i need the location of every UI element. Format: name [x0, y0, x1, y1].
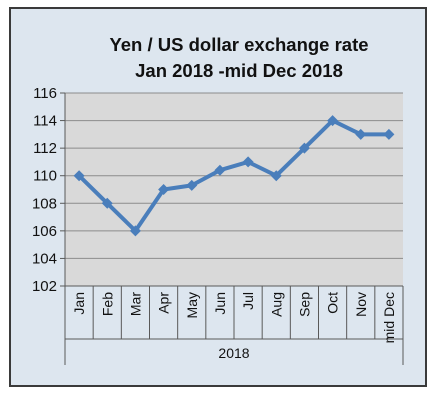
y-tick-label-110: 110 — [33, 168, 57, 185]
data-point-1 — [101, 197, 113, 209]
y-tick-label-104: 104 — [32, 250, 57, 267]
series-line-0 — [77, 118, 391, 233]
data-point-11 — [383, 128, 395, 140]
data-point-3 — [158, 184, 170, 195]
x-tick-label-4: May — [184, 292, 200, 318]
plot-background — [65, 93, 403, 286]
data-point-4 — [186, 179, 198, 191]
data-point-10 — [355, 128, 367, 140]
data-point-8 — [298, 142, 310, 154]
category-group-label: 2018 — [218, 345, 249, 361]
data-point-5 — [214, 164, 226, 176]
x-tick-label-2: Mar — [127, 292, 143, 316]
y-tick-label-102: 102 — [32, 278, 57, 295]
chart-title-line-1: Yen / US dollar exchange rate — [109, 34, 368, 55]
x-tick-label-3: Apr — [156, 292, 172, 314]
y-tick-label-112: 112 — [33, 140, 57, 157]
chart-title-line-2: Jan 2018 -mid Dec 2018 — [135, 60, 343, 81]
data-point-6 — [242, 156, 254, 168]
x-tick-label-5: Jun — [212, 292, 228, 315]
line-chart: Yen / US dollar exchange rate Jan 2018 -… — [32, 34, 404, 365]
x-tick-label-9: Oct — [325, 292, 341, 314]
x-tick-label-7: Aug — [268, 292, 284, 317]
data-point-7 — [270, 170, 282, 182]
x-tick-label-8: Sep — [296, 292, 312, 317]
y-tick-label-116: 116 — [33, 85, 57, 102]
x-tick-label-11: mid Dec — [381, 292, 397, 343]
plot-area: 102 104 106 108 110 112 114 116 Jan Feb Mar Apr May J… — [32, 85, 404, 365]
data-point-9 — [327, 115, 339, 127]
x-tick-label-0: Jan — [71, 292, 87, 315]
y-tick-label-106: 106 — [32, 223, 57, 240]
y-tick-label-114: 114 — [33, 113, 57, 130]
x-tick-label-6: Jul — [240, 292, 256, 310]
data-point-0 — [73, 170, 85, 182]
x-tick-label-10: Nov — [353, 292, 369, 317]
x-tick-label-1: Feb — [99, 292, 115, 316]
chart-frame: Yen / US dollar exchange rate Jan 2018 -… — [9, 7, 427, 387]
y-tick-label-108: 108 — [32, 195, 57, 212]
data-point-2 — [129, 225, 141, 237]
